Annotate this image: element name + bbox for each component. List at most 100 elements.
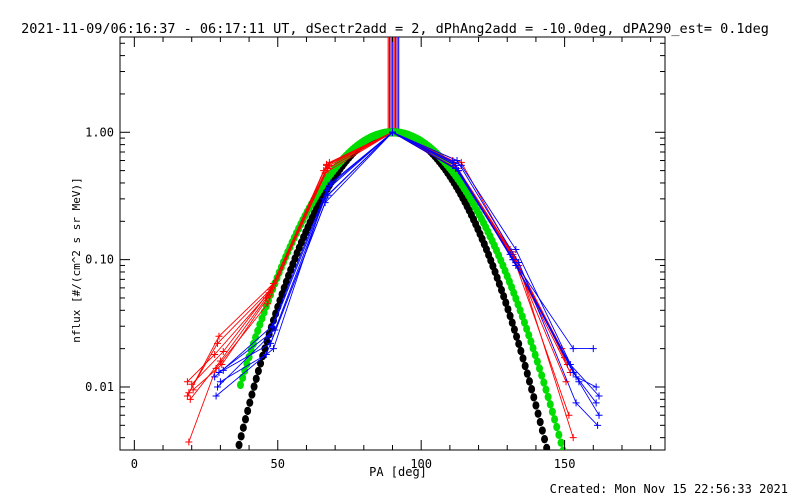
green-model-point	[553, 422, 561, 432]
trace-point	[323, 160, 331, 168]
trace-point	[269, 345, 277, 353]
y-tick-label: 1.00	[85, 125, 114, 139]
trace-point	[215, 368, 223, 376]
x-axis-label: PA [deg]	[369, 465, 427, 479]
green-model-point	[525, 330, 533, 340]
black-model-point	[538, 426, 546, 435]
black-model-point	[550, 471, 557, 479]
x-tick-label: 0	[131, 457, 138, 471]
trace-point	[575, 378, 583, 386]
y-tick-label: 0.10	[85, 253, 114, 267]
green-model-point	[540, 378, 548, 387]
green-model-point	[544, 392, 552, 402]
y-tick-label: 0.01	[85, 380, 114, 394]
black-model-point	[506, 311, 514, 321]
trace-point	[324, 191, 332, 199]
black-model-point	[237, 432, 245, 441]
black-model-point	[241, 415, 249, 424]
green-model-point	[546, 400, 554, 409]
trace-point	[321, 199, 329, 207]
black-model-point	[235, 440, 243, 450]
green-model-point	[527, 337, 535, 346]
trace-point	[389, 128, 396, 136]
black-model-point	[519, 354, 527, 363]
green-model-point	[542, 385, 550, 394]
axis-marks: 0 50 100 150 0.01 0.10 1.00	[85, 37, 665, 471]
trace-line	[223, 131, 598, 426]
trace-point	[189, 386, 197, 394]
trace-point	[212, 392, 220, 400]
trace-point	[185, 438, 193, 446]
trace-line	[188, 131, 568, 394]
trace-point	[215, 332, 223, 340]
black-model-point	[246, 398, 254, 407]
black-model-point	[235, 449, 239, 450]
black-model-point	[525, 377, 533, 386]
black-model-point	[541, 434, 549, 444]
trace-point	[216, 378, 224, 386]
black-model-point	[543, 443, 551, 450]
trace-point	[594, 421, 602, 429]
trace-point	[509, 256, 517, 264]
trace-point	[572, 399, 580, 407]
black-model-point	[534, 409, 542, 418]
black-model-point	[517, 346, 525, 356]
trace-point	[592, 399, 600, 407]
green-model-point	[531, 350, 539, 360]
green-model-point	[236, 380, 244, 390]
trace-point	[565, 411, 573, 419]
trace-point	[183, 378, 191, 386]
black-model-point	[244, 406, 252, 416]
black-model-point	[500, 292, 508, 301]
trace-point	[219, 347, 227, 355]
black-model-point	[254, 366, 262, 376]
trace-point	[595, 411, 603, 419]
trace-point	[186, 395, 194, 403]
trace-point	[262, 350, 270, 358]
green-model-point	[536, 364, 544, 373]
trace-point	[218, 361, 226, 369]
black-model-point	[536, 417, 544, 427]
black-model-point	[530, 393, 538, 402]
black-model-point	[502, 298, 510, 307]
black-model-point	[521, 361, 529, 371]
trace-point	[589, 345, 597, 353]
green-model-point	[557, 438, 565, 447]
trace-point	[264, 300, 272, 308]
green-model-point	[559, 446, 567, 450]
trace-point	[569, 345, 577, 353]
trace-line	[187, 131, 566, 383]
y-axis-label: nflux [#/(cm^2 s sr MeV)]	[70, 177, 83, 343]
trace-line	[218, 131, 600, 416]
trace-point	[212, 364, 220, 372]
black-model-point	[510, 325, 518, 334]
black-model-point	[528, 385, 536, 394]
trace-point	[214, 383, 222, 391]
green-model-point	[523, 324, 531, 334]
trace-point	[219, 366, 227, 374]
chart-title: 2021-11-09/06:16:37 - 06:17:11 UT, dSect…	[21, 21, 769, 37]
black-model-point	[231, 459, 238, 467]
trace-line	[187, 131, 567, 397]
black-model-point	[513, 332, 521, 341]
x-tick-label: 50	[271, 457, 285, 471]
trace-point	[183, 392, 191, 400]
trace-line	[215, 131, 600, 397]
trace-point	[267, 339, 275, 347]
black-model-point	[252, 374, 260, 383]
green-model-point	[254, 326, 262, 336]
trace-line	[192, 131, 570, 416]
black-model-point	[523, 369, 531, 378]
black-model-point	[545, 453, 552, 461]
black-model-point	[248, 390, 256, 399]
black-model-point	[508, 318, 516, 327]
black-model-point	[532, 401, 540, 410]
black-model-point	[250, 382, 258, 391]
trace-point	[325, 161, 333, 169]
trace-line	[188, 131, 574, 443]
green-model-point	[551, 415, 559, 424]
trace-point	[569, 434, 577, 442]
trace-point	[327, 179, 335, 187]
green-model-point	[533, 357, 541, 366]
